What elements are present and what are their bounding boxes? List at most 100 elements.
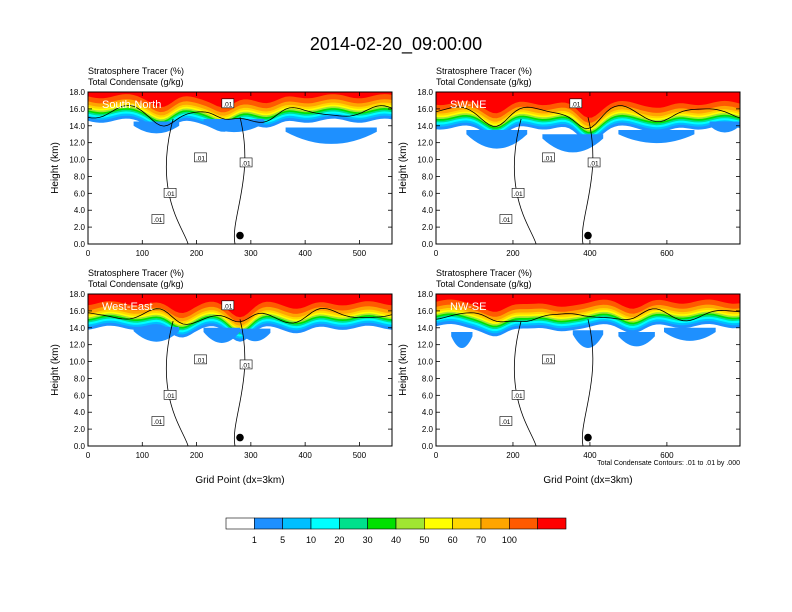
y-tick-label: 2.0 (74, 223, 86, 232)
panel-title-line2: Total Condensate (g/kg) (88, 77, 184, 87)
tracer-patch (203, 119, 265, 133)
tracer-band-11 (436, 294, 740, 312)
x-axis-label: Grid Point (dx=3km) (195, 475, 284, 486)
colorbar-label: 40 (391, 535, 401, 545)
x-tick-label: 300 (244, 451, 258, 460)
tracer-patch (466, 130, 528, 149)
x-tick-label: 0 (434, 249, 439, 258)
tracer-field (436, 294, 740, 446)
x-tick-label: 100 (136, 451, 150, 460)
y-tick-label: 4.0 (74, 206, 86, 215)
tracer-patch (664, 327, 716, 341)
colorbar-label: 10 (306, 535, 316, 545)
colorbar: 1 5 10 20 30 40 50 60 70 100 (225, 517, 567, 545)
contour-label-box (239, 157, 253, 168)
tracer-patch (618, 130, 695, 144)
contour-label: .01 (223, 101, 232, 108)
y-tick-label: 10.0 (417, 156, 433, 165)
plot-frame (435, 91, 741, 245)
y-tick-label: 0.0 (422, 442, 434, 451)
condensate-contour (436, 308, 740, 323)
contour-label: .01 (153, 419, 162, 426)
y-tick-label: 8.0 (422, 172, 434, 181)
colorbar-label: 70 (476, 535, 486, 545)
contour-label-box (194, 152, 207, 163)
y-tick-label: 18.0 (417, 290, 433, 299)
y-tick-label: 6.0 (422, 391, 434, 400)
colorbar-label: 50 (419, 535, 429, 545)
y-tick-label: 6.0 (422, 189, 434, 198)
x-tick-label: 400 (298, 451, 312, 460)
tracer-patch (133, 121, 180, 134)
y-tick-label: 4.0 (422, 206, 434, 215)
panel-title-line1: Stratosphere Tracer (%) (436, 268, 532, 278)
location-marker (584, 433, 592, 442)
location-marker (236, 231, 244, 240)
colorbar-swatch (225, 517, 255, 530)
colorbar-swatch (395, 517, 425, 530)
colorbar-swatch (509, 517, 538, 530)
tracer-field (88, 294, 392, 446)
y-tick-label: 0.0 (74, 442, 86, 451)
y-tick-label: 14.0 (69, 122, 85, 131)
y-tick-label: 18.0 (69, 290, 85, 299)
y-axis-label: Height (km) (50, 142, 61, 194)
colorbar-swatch (310, 517, 340, 530)
y-tick-label: 10.0 (69, 358, 85, 367)
x-tick-label: 200 (506, 451, 520, 460)
colorbar-swatch (254, 517, 283, 530)
contour-label: .01 (166, 393, 175, 400)
y-tick-label: 10.0 (417, 358, 433, 367)
tracer-band-11 (88, 294, 392, 318)
contour-footnote: Total Condensate Contours: .01 to .01 by… (597, 460, 740, 467)
y-tick-label: 14.0 (417, 122, 433, 131)
x-tick-label: 0 (434, 451, 439, 460)
contour-label: .01 (514, 393, 523, 400)
condensate-contour (88, 307, 392, 325)
y-tick-label: 8.0 (422, 374, 434, 383)
tracer-patch (285, 127, 377, 144)
colorbar-swatch (282, 517, 312, 530)
contour-label: .01 (514, 191, 523, 198)
y-tick-label: 18.0 (69, 88, 85, 97)
contour-label: .01 (223, 303, 232, 310)
y-tick-label: 16.0 (69, 105, 85, 114)
contour-label-box (151, 214, 165, 224)
x-tick-label: 200 (190, 249, 204, 258)
tracer-field (436, 92, 740, 244)
y-tick-label: 16.0 (417, 307, 433, 316)
x-tick-label: 500 (353, 249, 367, 258)
contour-label-box (163, 390, 177, 400)
contour-label-box (511, 390, 525, 400)
panel-west-east: Stratosphere Tracer (%)Total Condensate … (50, 268, 393, 486)
tracer-band-11 (88, 92, 392, 108)
x-tick-label: 200 (506, 249, 520, 258)
x-tick-label: 500 (353, 451, 367, 460)
y-tick-label: 0.0 (74, 240, 86, 249)
plot-frame (435, 293, 741, 447)
contour-label-box (511, 188, 525, 198)
contour-label: .01 (571, 101, 580, 108)
condensate-contour (88, 105, 392, 127)
x-tick-label: 200 (190, 451, 204, 460)
contour-label-box (542, 152, 555, 163)
tracer-patch (451, 332, 473, 349)
x-tick-label: 400 (583, 451, 597, 460)
contour-label: .01 (242, 362, 251, 369)
colorbar-swatch (339, 517, 368, 530)
panel-label: NW-SE (450, 301, 486, 313)
x-tick-label: 400 (583, 249, 597, 258)
y-tick-label: 2.0 (422, 425, 434, 434)
y-tick-label: 12.0 (417, 341, 433, 350)
colorbar-label: 20 (334, 535, 344, 545)
panel-label: South-North (102, 99, 161, 111)
condensate-contour (165, 319, 246, 446)
colorbar-label: 60 (448, 535, 458, 545)
y-tick-label: 14.0 (417, 324, 433, 333)
colorbar-swatch (480, 517, 510, 530)
contour-label-box (542, 354, 555, 365)
contour-label-box (194, 354, 207, 365)
panel-title-line2: Total Condensate (g/kg) (436, 77, 532, 87)
colorbar-label: 30 (363, 535, 373, 545)
